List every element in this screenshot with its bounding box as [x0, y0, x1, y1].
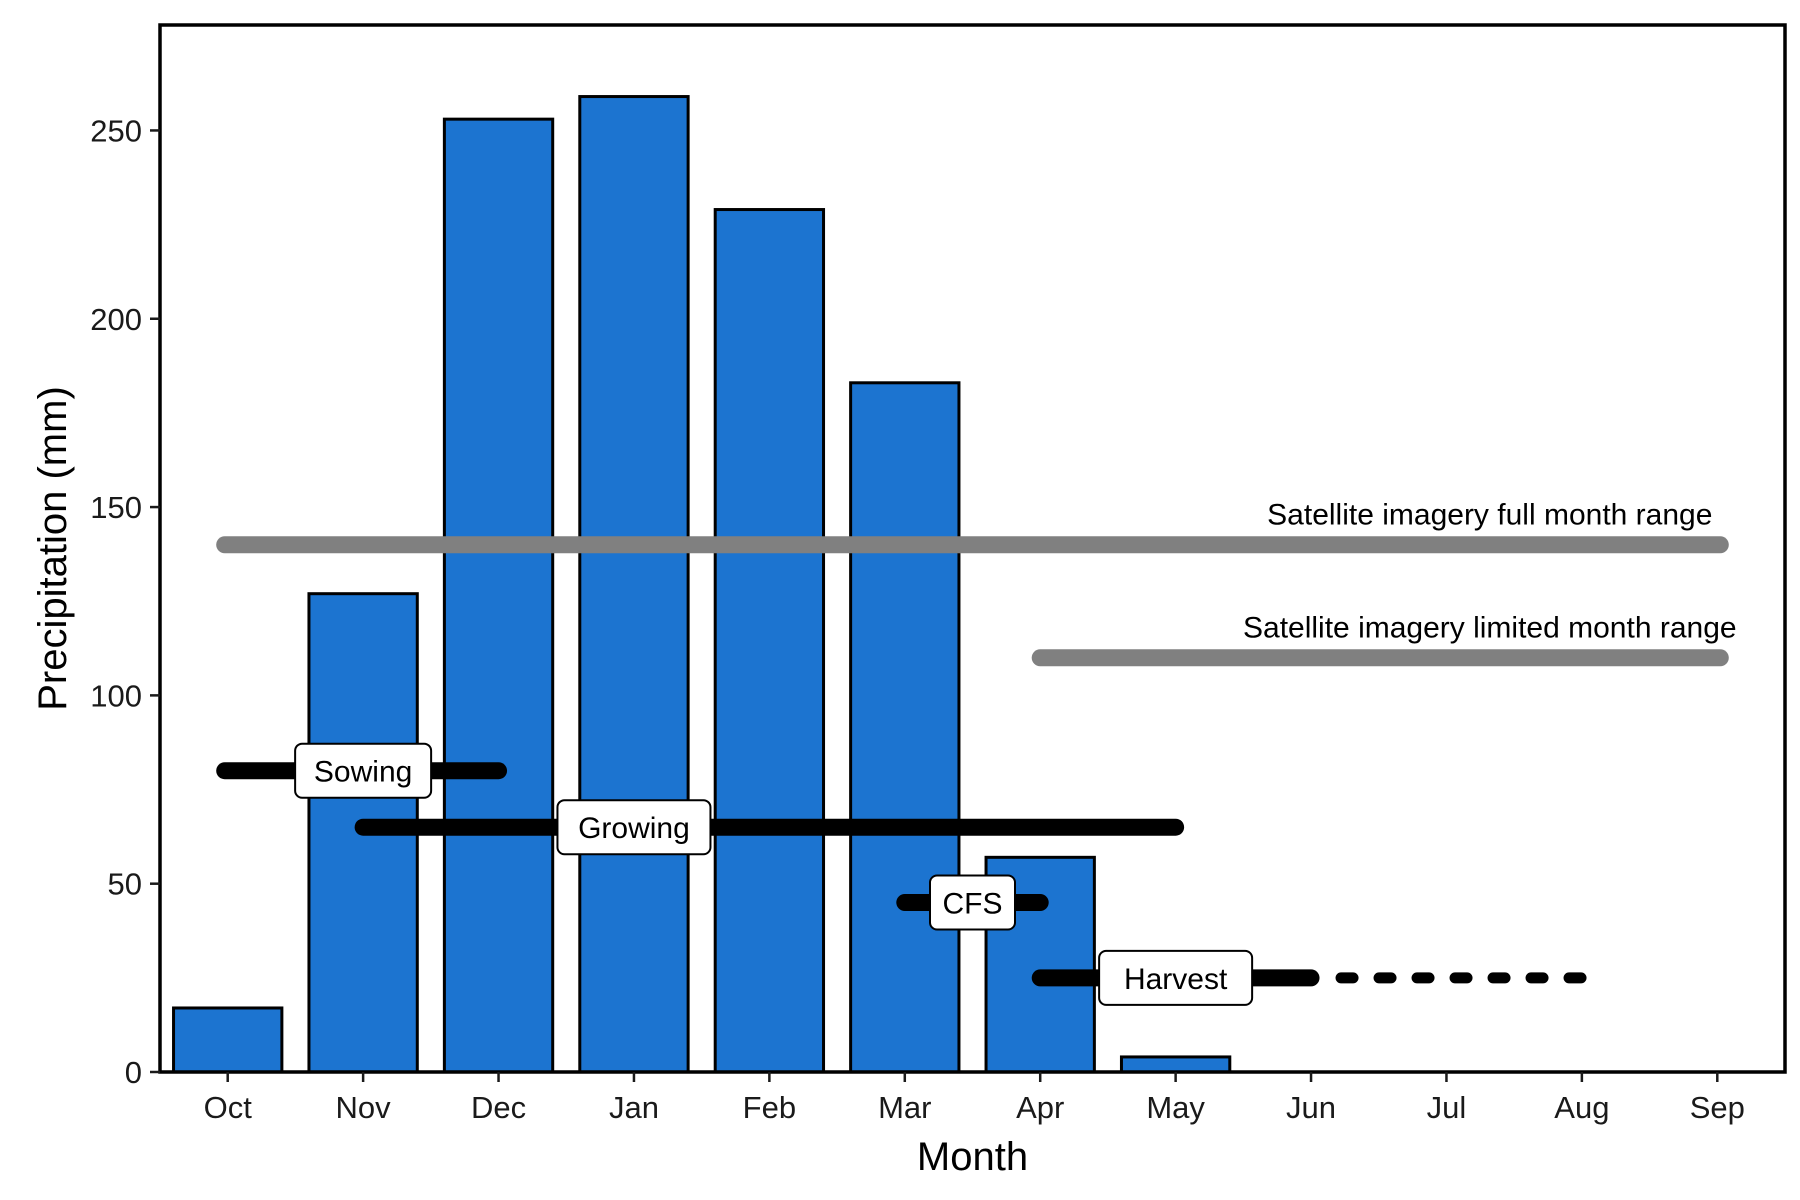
x-tick-label-aug: Aug	[1554, 1090, 1609, 1125]
stage-label-harvest: Harvest	[1124, 963, 1228, 996]
stage-label-box-cfs	[929, 874, 1016, 931]
bar-dec	[442, 117, 555, 1074]
x-axis-title: Month	[917, 1135, 1028, 1179]
x-axis-ticks: Oct Nov Dec Jan Feb Mar Apr May Jun Jul Aug Sep	[204, 1072, 1745, 1125]
x-tick-label-feb: Feb	[743, 1090, 796, 1125]
y-tick-label: 50	[108, 867, 142, 902]
x-tick-label-mar: Mar	[878, 1090, 931, 1125]
stage-label-box-sowing	[294, 742, 433, 799]
x-tick-label-jan: Jan	[609, 1090, 659, 1125]
stage-lines-group: Sowing Growing CFS Harvest	[216, 742, 1588, 1006]
bars-group	[172, 95, 1232, 1074]
y-tick-label: 200	[90, 302, 142, 337]
y-tick-label: 250	[90, 113, 142, 148]
bar-jan	[578, 95, 690, 1074]
x-tick-label-oct: Oct	[204, 1090, 253, 1125]
y-axis-ticks: 0 50 100 150 200 250	[90, 113, 160, 1090]
y-axis-title: Precipitation (mm)	[31, 386, 75, 711]
x-tick-label-apr: Apr	[1016, 1090, 1064, 1125]
y-tick-label: 0	[125, 1055, 142, 1090]
bar-may	[1119, 1055, 1232, 1074]
x-tick-label-sep: Sep	[1690, 1090, 1745, 1125]
x-tick-label-jun: Jun	[1286, 1090, 1336, 1125]
plot-panel-border	[158, 23, 1787, 1074]
range-line-label-1: Satellite imagery full month range	[1267, 499, 1712, 532]
x-tick-label-jul: Jul	[1427, 1090, 1467, 1125]
bar-oct	[172, 1006, 284, 1074]
bar-mar	[849, 381, 961, 1074]
x-tick-label-dec: Dec	[471, 1090, 526, 1125]
stage-label-cfs: CFS	[943, 888, 1003, 921]
y-tick-label: 100	[90, 678, 142, 713]
stage-label-box-growing	[556, 799, 712, 856]
bar-feb	[713, 208, 826, 1074]
range-lines-group: Satellite imagery full month range Satell…	[216, 499, 1737, 667]
y-tick-label: 150	[90, 490, 142, 525]
stage-label-sowing: Sowing	[314, 756, 412, 789]
stage-label-growing: Growing	[578, 812, 690, 845]
range-line-label-2: Satellite imagery limited month range	[1243, 612, 1737, 645]
stage-label-box-harvest	[1098, 949, 1254, 1006]
x-tick-label-may: May	[1146, 1090, 1205, 1125]
x-tick-label-nov: Nov	[336, 1090, 392, 1125]
